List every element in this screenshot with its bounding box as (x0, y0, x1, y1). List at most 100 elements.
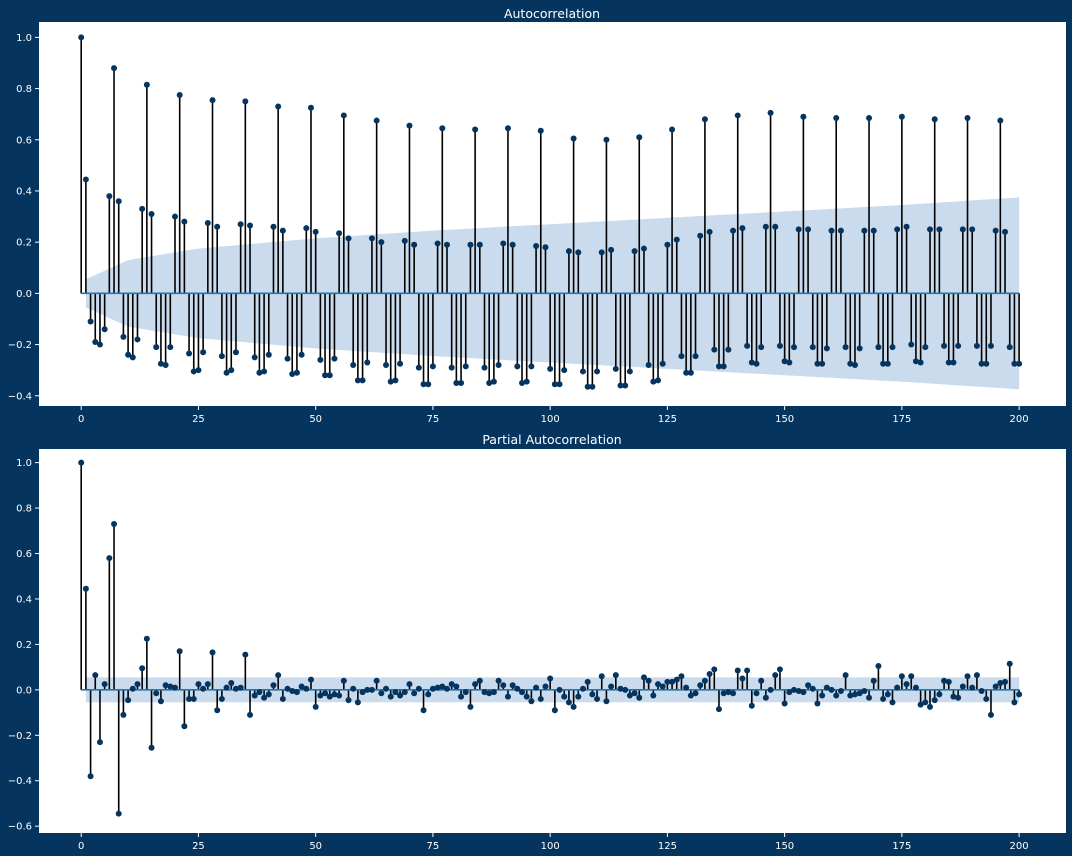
marker-lag-65 (383, 362, 390, 369)
marker-lag-86 (481, 364, 488, 371)
x-tick-label: 100 (541, 414, 560, 425)
marker-lag-112 (603, 698, 610, 705)
marker-lag-166 (856, 345, 863, 352)
marker-lag-75 (429, 685, 436, 692)
marker-lag-155 (805, 682, 812, 689)
marker-lag-148 (772, 223, 779, 230)
marker-lag-0 (78, 459, 85, 466)
y-tick-label: −0.2 (8, 340, 32, 351)
marker-lag-188 (959, 683, 966, 690)
marker-lag-22 (181, 723, 188, 730)
marker-lag-126 (669, 126, 676, 133)
marker-lag-98 (537, 127, 544, 134)
marker-lag-83 (467, 703, 474, 710)
marker-lag-23 (186, 350, 193, 357)
marker-lag-37 (251, 354, 258, 361)
marker-lag-21 (176, 91, 183, 98)
marker-lag-170 (875, 344, 882, 351)
marker-lag-139 (730, 690, 737, 697)
marker-lag-116 (622, 686, 629, 693)
marker-lag-162 (837, 227, 844, 234)
marker-lag-80 (453, 683, 460, 690)
marker-lag-111 (598, 249, 605, 256)
marker-lag-121 (645, 677, 652, 684)
marker-lag-59 (354, 377, 361, 384)
marker-lag-105 (570, 135, 577, 142)
marker-lag-68 (397, 692, 404, 699)
x-tick-label: 0 (78, 414, 84, 425)
marker-lag-185 (945, 359, 952, 366)
marker-lag-60 (359, 689, 366, 696)
marker-lag-15 (148, 211, 155, 217)
y-tick-label: 0.4 (16, 594, 32, 605)
marker-lag-101 (551, 707, 558, 714)
marker-lag-194 (987, 342, 994, 349)
marker-lag-61 (364, 686, 371, 693)
marker-lag-108 (584, 678, 591, 685)
marker-lag-90 (500, 682, 507, 689)
marker-lag-159 (823, 345, 830, 352)
marker-lag-151 (786, 689, 793, 696)
marker-lag-102 (556, 686, 563, 693)
x-tick-label: 175 (892, 414, 911, 425)
marker-lag-109 (589, 383, 596, 390)
marker-lag-34 (237, 221, 244, 228)
marker-lag-137 (720, 363, 727, 370)
marker-lag-142 (744, 667, 751, 674)
marker-lag-171 (880, 360, 887, 367)
marker-lag-16 (153, 344, 160, 351)
marker-lag-172 (884, 691, 891, 698)
marker-lag-124 (659, 360, 666, 367)
marker-lag-135 (711, 666, 718, 673)
marker-lag-98 (537, 695, 544, 702)
marker-lag-41 (270, 682, 277, 689)
marker-lag-149 (776, 342, 783, 349)
marker-lag-111 (598, 673, 605, 680)
x-tick-label: 75 (427, 841, 440, 852)
marker-lag-91 (504, 693, 511, 700)
y-tick-label: 0.6 (16, 549, 32, 560)
marker-lag-130 (687, 692, 694, 699)
marker-lag-49 (307, 676, 314, 683)
marker-lag-130 (687, 369, 694, 376)
marker-lag-146 (762, 694, 769, 701)
marker-lag-192 (978, 360, 985, 367)
y-tick-label: 1.0 (16, 33, 32, 44)
marker-lag-30 (218, 695, 225, 702)
marker-lag-2 (87, 318, 94, 325)
partial-autocorrelation-title: Partial Autocorrelation (482, 432, 621, 447)
marker-lag-75 (429, 363, 436, 370)
marker-lag-95 (523, 693, 530, 700)
marker-lag-73 (420, 707, 427, 714)
marker-lag-170 (875, 662, 882, 669)
marker-lag-179 (917, 701, 924, 708)
marker-lag-169 (870, 677, 877, 684)
marker-lag-117 (626, 368, 633, 375)
marker-lag-84 (472, 681, 479, 688)
marker-lag-82 (462, 689, 469, 696)
marker-lag-4 (96, 739, 103, 746)
y-tick-label: −0.4 (8, 391, 32, 402)
marker-lag-66 (387, 378, 394, 385)
marker-lag-182 (931, 116, 938, 123)
marker-lag-158 (819, 692, 826, 699)
marker-lag-142 (744, 342, 751, 349)
marker-lag-129 (683, 684, 690, 691)
marker-lag-33 (232, 349, 239, 356)
marker-lag-155 (805, 226, 812, 233)
marker-lag-199 (1011, 699, 1018, 706)
marker-lag-5 (101, 326, 108, 333)
marker-lag-78 (443, 241, 450, 248)
marker-lag-154 (800, 113, 807, 120)
marker-lag-45 (289, 687, 296, 694)
marker-lag-104 (565, 699, 572, 706)
marker-lag-186 (950, 359, 957, 366)
marker-lag-176 (903, 681, 910, 688)
marker-lag-195 (992, 683, 999, 690)
y-tick-label: 0.0 (16, 289, 32, 300)
marker-lag-1 (82, 176, 89, 183)
marker-lag-140 (734, 112, 741, 119)
marker-lag-9 (120, 333, 127, 340)
marker-lag-40 (265, 691, 272, 698)
marker-lag-174 (894, 226, 901, 233)
